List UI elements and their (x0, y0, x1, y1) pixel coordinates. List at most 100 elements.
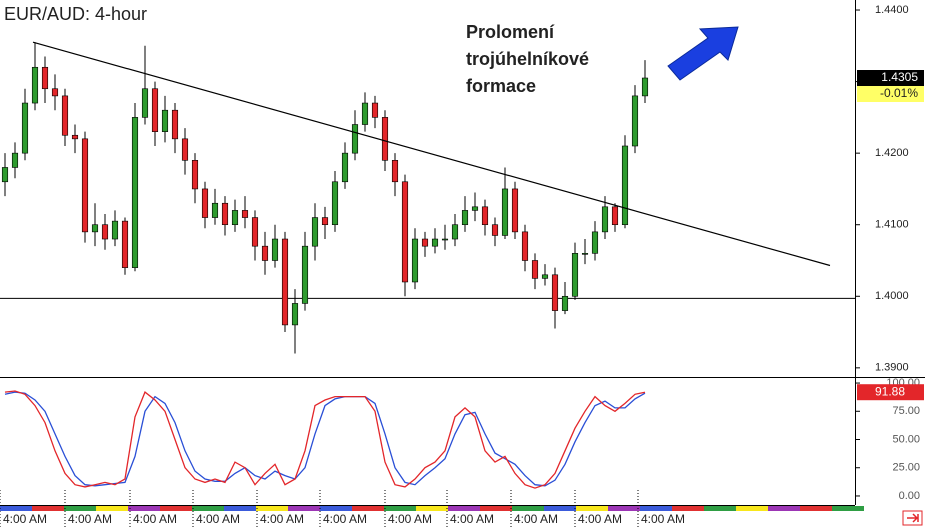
candle-body (401, 181, 409, 283)
candle-body (541, 274, 549, 279)
session-segment (576, 506, 608, 511)
candle-body (271, 238, 279, 261)
candle-body (181, 138, 189, 161)
x-tick-label: 4:00 AM (388, 512, 432, 526)
candle-body (131, 117, 139, 268)
candle-body (591, 231, 599, 254)
candle-body (501, 188, 509, 236)
y-tick-label: 50.00 (892, 433, 920, 445)
candle-body (411, 238, 419, 283)
candle-body (281, 238, 289, 326)
session-segment (64, 506, 96, 511)
x-tick-label: 4:00 AM (323, 512, 367, 526)
candle-body (231, 210, 239, 226)
session-segment (288, 506, 320, 511)
y-tick-label: 1.4200 (875, 147, 909, 159)
candle-body (581, 253, 589, 255)
last-price: 1.4305 (881, 70, 918, 84)
session-segment (448, 506, 480, 511)
candle-body (361, 102, 369, 125)
x-tick-label: 4:00 AM (450, 512, 494, 526)
arrow-icon (667, 26, 739, 81)
candle-body (21, 102, 29, 154)
candle-body (161, 109, 169, 132)
change-badge (857, 86, 924, 103)
price-pane: 1.44001.43001.42001.41001.40001.39001.43… (0, 4, 924, 374)
candle-body (101, 224, 109, 240)
chart-title: EUR/AUD: 4-hour (4, 4, 147, 24)
candle-body (91, 224, 99, 233)
candle-body (311, 217, 319, 247)
session-segment (352, 506, 384, 511)
x-tick-label: 4:00 AM (3, 512, 47, 526)
candle-body (321, 217, 329, 226)
x-tick-label: 4:00 AM (68, 512, 112, 526)
x-tick-label: 4:00 AM (133, 512, 177, 526)
session-segment (480, 506, 512, 511)
candle-body (421, 238, 429, 247)
y-tick-label: 1.4400 (875, 4, 909, 16)
candle-body (341, 152, 349, 183)
y-tick-label: 0.00 (899, 490, 920, 502)
candle-body (241, 210, 249, 218)
candle-body (151, 88, 159, 132)
candle-body (51, 88, 59, 97)
candle-body (621, 145, 629, 226)
session-segment (32, 506, 64, 511)
change-label: -0.01% (880, 86, 918, 100)
candle-body (471, 206, 479, 211)
session-segment (704, 506, 736, 511)
last-value: 91.88 (875, 384, 905, 398)
candle-body (31, 66, 39, 104)
session-segment (256, 506, 288, 511)
candle-body (291, 303, 299, 326)
session-segment (192, 506, 224, 511)
candle-body (121, 220, 129, 268)
session-segment (512, 506, 544, 511)
session-segment (160, 506, 192, 511)
candle-body (521, 231, 529, 261)
y-tick-label: 1.3900 (875, 362, 909, 374)
candle-body (461, 210, 469, 226)
candle-body (441, 238, 449, 241)
candle-body (301, 245, 309, 304)
candle-body (551, 274, 559, 311)
session-strip (0, 506, 864, 511)
candle-body (221, 202, 229, 226)
session-segment (736, 506, 768, 511)
candle-body (491, 224, 499, 236)
last-value-badge (857, 384, 924, 401)
y-tick-label: 75.00 (892, 405, 920, 417)
candle-body (201, 188, 209, 218)
candle-body (71, 134, 79, 140)
oscillator-line (4, 390, 646, 489)
x-tick-label: 4:00 AM (514, 512, 558, 526)
session-segment (640, 506, 672, 511)
session-segment (384, 506, 416, 511)
session-segment (0, 506, 32, 511)
candle-body (111, 220, 119, 240)
session-segment (768, 506, 800, 511)
candle-body (451, 224, 459, 240)
x-tick-label: 4:00 AM (578, 512, 622, 526)
candle-body (431, 238, 439, 247)
trendline (32, 41, 831, 267)
candle-body (381, 117, 389, 161)
candle-body (191, 160, 199, 190)
y-tick-label: 1.4100 (875, 219, 909, 231)
candle-body (531, 260, 539, 279)
candle-body (331, 181, 339, 226)
x-tick-label: 4:00 AM (641, 512, 685, 526)
candle-body (371, 102, 379, 118)
session-segment (96, 506, 128, 511)
candle-body (351, 124, 359, 154)
candle-body (571, 253, 579, 297)
session-segment (416, 506, 448, 511)
candle-body (81, 138, 89, 233)
session-segment (544, 506, 576, 511)
candle-body (481, 206, 489, 226)
session-segment (128, 506, 160, 511)
